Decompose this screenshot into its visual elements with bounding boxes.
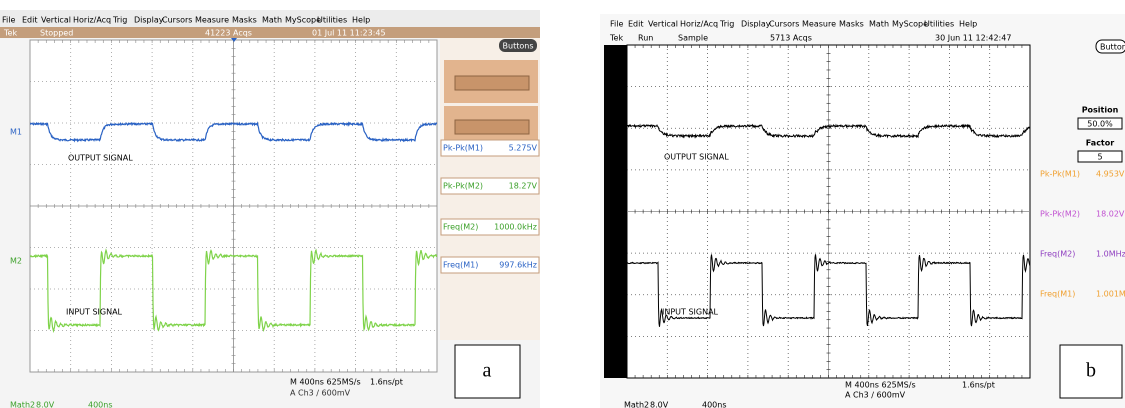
measurement-value: 18.02V xyxy=(1096,210,1125,219)
scope-a xyxy=(0,10,540,408)
menu-item: File xyxy=(610,20,623,29)
menu-item: Measure xyxy=(802,20,836,29)
menu-item: Math xyxy=(869,20,889,29)
label: Stopped xyxy=(40,29,73,38)
menu-item: Masks xyxy=(232,16,257,25)
measurement-name: Freq(M1) xyxy=(443,261,478,270)
menu-item: Display xyxy=(134,16,164,25)
resolution: 1.6ns/pt xyxy=(370,378,403,387)
math-time: 400ns xyxy=(702,401,727,408)
menu-item: Measure xyxy=(195,16,229,25)
menu-item: Help xyxy=(352,16,370,25)
label: Tek xyxy=(609,34,623,43)
menu-item: Trig xyxy=(719,20,734,29)
measurement-value: 997.6kHz xyxy=(499,261,537,270)
menu-item: MyScope xyxy=(285,16,321,25)
menu-item: MyScope xyxy=(892,20,928,29)
menu-item: Help xyxy=(959,20,977,29)
measurement-name: Pk-Pk(M1) xyxy=(443,144,483,153)
measurement-name: Freq(M2) xyxy=(443,223,478,232)
label: 30 Jun 11 12:42:47 xyxy=(935,34,1011,43)
menu-item: Edit xyxy=(628,20,644,29)
slider xyxy=(455,120,529,134)
measurement-name: Pk-Pk(M2) xyxy=(443,182,483,191)
timebase: M 400ns 625MS/s xyxy=(290,378,361,387)
label: Run xyxy=(638,34,653,43)
trigger: A Ch3 ∕ 600mV xyxy=(845,391,906,400)
signal-label: INPUT SIGNAL xyxy=(66,308,123,317)
trigger: A Ch3 ∕ 600mV xyxy=(290,389,351,398)
measurement-value: 1.001M xyxy=(1096,290,1125,299)
signal-label: INPUT SIGNAL xyxy=(662,308,719,317)
label: Sample xyxy=(678,34,708,43)
math-scale: 8.0V xyxy=(650,401,669,408)
menu-item: Vertical xyxy=(648,20,678,29)
status-bar xyxy=(0,27,540,38)
menu-item: Utilities xyxy=(924,20,954,29)
signal-label: OUTPUT SIGNAL xyxy=(68,154,133,163)
measurement-value: 1.0MHz xyxy=(1096,250,1125,259)
menu-item: File xyxy=(2,16,15,25)
panel-label: b xyxy=(1086,360,1096,382)
measurement-name: Pk-Pk(M2) xyxy=(1040,210,1080,219)
label: Position xyxy=(1082,106,1119,115)
label: Tek xyxy=(3,29,17,38)
menu-item: Horiz/Acq xyxy=(680,20,718,29)
menu-item: Display xyxy=(741,20,771,29)
left-bar xyxy=(604,45,627,378)
resolution: 1.6ns/pt xyxy=(962,381,995,390)
math-label: Math2 xyxy=(10,401,35,408)
slider xyxy=(455,76,529,90)
measurement-value: 5.275V xyxy=(509,144,538,153)
menu-item: Vertical xyxy=(41,16,71,25)
signal-label: OUTPUT SIGNAL xyxy=(664,153,729,162)
channel-marker: M1 xyxy=(10,128,22,137)
menu-item: Utilities xyxy=(317,16,347,25)
label: 5713 Acqs xyxy=(770,34,812,43)
measurement-name: Freq(M2) xyxy=(1040,250,1075,259)
panel-label: a xyxy=(483,360,492,382)
menu-item: Edit xyxy=(22,16,38,25)
channel-marker: M2 xyxy=(10,257,22,266)
label: 50.0% xyxy=(1087,120,1113,129)
menu-item: Masks xyxy=(839,20,864,29)
menu-item: Cursors xyxy=(769,20,799,29)
math-scale: 8.0V xyxy=(36,401,55,408)
timebase: M 400ns 625MS/s xyxy=(845,381,916,390)
label: 5 xyxy=(1097,153,1102,162)
screenshot: FileFileEditEditVerticalVerticalHoriz/Ac… xyxy=(0,0,1125,408)
menu-item: Cursors xyxy=(162,16,192,25)
menu-item: Horiz/Acq xyxy=(73,16,111,25)
measurement-name: Freq(M1) xyxy=(1040,290,1075,299)
measurement-value: 1000.0kHz xyxy=(494,223,537,232)
measurement-name: Pk-Pk(M1) xyxy=(1040,170,1080,179)
measurement-value: 18.27V xyxy=(509,182,538,191)
math-label: Math2 xyxy=(624,401,649,408)
label: Buttons xyxy=(503,42,534,51)
label: Factor xyxy=(1086,139,1114,148)
measurement-value: 4.953V xyxy=(1096,170,1125,179)
menu-item: Trig xyxy=(112,16,127,25)
label: 01 Jul 11 11:23:45 xyxy=(312,29,386,38)
menu-item: Math xyxy=(262,16,282,25)
label: 41223 Acqs xyxy=(205,29,252,38)
label: Buttons xyxy=(1100,43,1125,52)
math-time: 400ns xyxy=(88,401,113,408)
